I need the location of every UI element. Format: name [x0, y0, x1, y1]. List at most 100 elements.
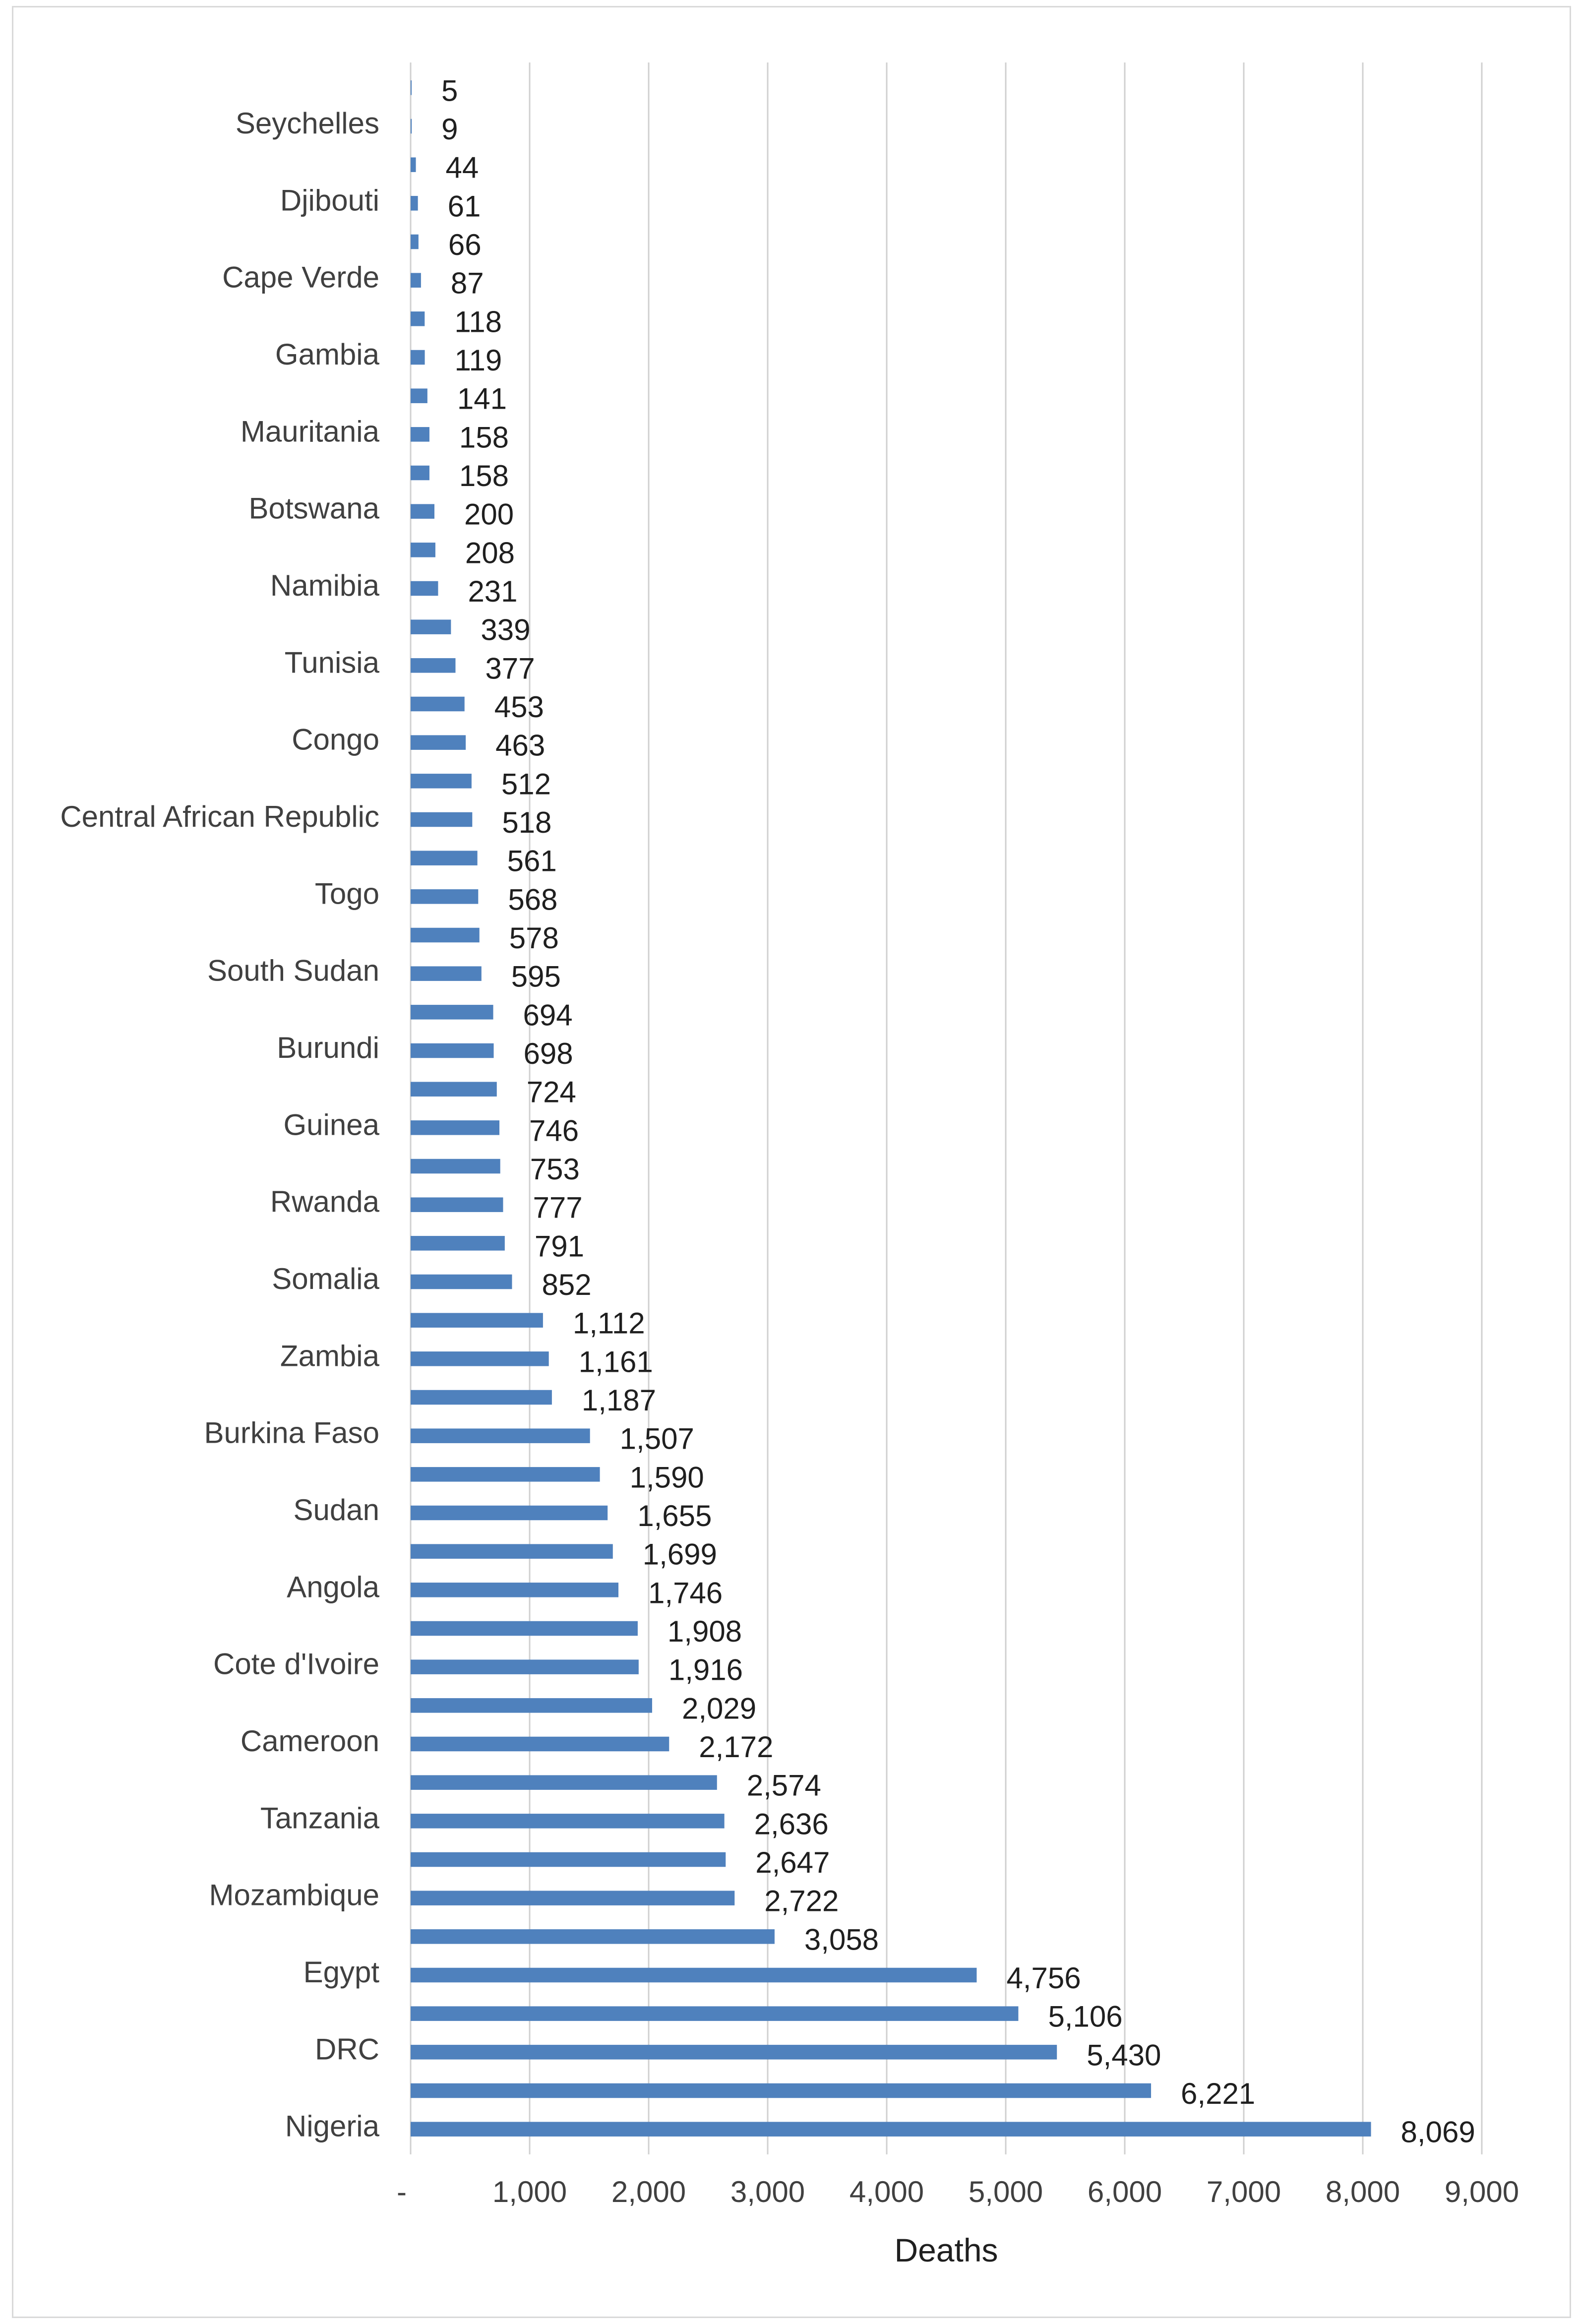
value-label-22: 578 [509, 921, 559, 955]
value-label-9: 158 [459, 421, 509, 454]
value-label-15: 377 [485, 652, 535, 685]
value-label-36: 1,590 [630, 1461, 704, 1494]
bar-32 [411, 1313, 543, 1328]
value-label-39: 1,746 [648, 1576, 723, 1609]
bar-39 [411, 1583, 619, 1597]
bar-34 [411, 1390, 552, 1405]
bar-41 [411, 1659, 639, 1674]
category-label-3: Djibouti [280, 183, 379, 217]
value-label-40: 1,908 [668, 1615, 742, 1648]
value-label-21: 568 [508, 883, 557, 916]
value-label-13: 231 [468, 575, 517, 608]
category-label-43: Cameroon [241, 1724, 379, 1758]
bar-8 [411, 388, 427, 403]
value-label-2: 44 [446, 151, 479, 184]
bar-53 [411, 2122, 1371, 2137]
category-label-33: Zambia [280, 1339, 380, 1372]
bar-40 [411, 1621, 638, 1636]
x-tick-label-2: 2,000 [611, 2175, 686, 2208]
value-label-37: 1,655 [637, 1499, 712, 1532]
value-label-10: 158 [459, 459, 509, 492]
value-label-6: 118 [454, 305, 502, 338]
bar-50 [411, 2006, 1019, 2021]
bar-2 [411, 157, 416, 172]
bar-1 [411, 119, 412, 134]
bar-43 [411, 1736, 669, 1752]
value-label-34: 1,187 [582, 1384, 656, 1417]
bar-23 [411, 966, 482, 981]
bar-4 [411, 234, 419, 249]
bar-48 [411, 1929, 775, 1944]
bar-51 [411, 2045, 1057, 2060]
bar-13 [411, 581, 438, 596]
category-label-41: Cote d'Ivoire [213, 1648, 379, 1681]
x-axis-ticks: - 1,000 2,000 3,000 4,000 5,000 6,000 7,000 8,00… [397, 2175, 1519, 2208]
category-label-19: Central African Republic [60, 800, 379, 833]
bar-16 [411, 696, 465, 712]
bar-18 [411, 774, 472, 789]
category-label-27: Guinea [284, 1108, 380, 1141]
bars [411, 80, 1371, 2137]
value-label-26: 724 [527, 1076, 576, 1109]
bar-15 [411, 658, 456, 673]
bar-37 [411, 1505, 608, 1521]
bar-33 [411, 1351, 549, 1366]
value-label-45: 2,636 [754, 1807, 829, 1840]
value-label-43: 2,172 [699, 1730, 773, 1764]
bar-30 [411, 1236, 505, 1251]
bar-0 [411, 80, 412, 95]
bar-9 [411, 427, 429, 442]
value-label-28: 753 [530, 1153, 580, 1186]
bar-42 [411, 1698, 652, 1713]
value-label-53: 8,069 [1401, 2116, 1475, 2149]
bar-38 [411, 1544, 613, 1559]
deaths-bar-chart: Seychelles Djibouti Cape Verde Gambia Maurit… [60, 62, 1519, 2268]
bar-24 [411, 1005, 493, 1020]
category-label-25: Burundi [277, 1031, 379, 1064]
x-tick-label-7: 7,000 [1207, 2175, 1281, 2208]
bar-31 [411, 1274, 512, 1289]
value-label-20: 561 [507, 845, 557, 878]
value-label-5: 87 [451, 267, 484, 300]
category-labels: Seychelles Djibouti Cape Verde Gambia Maurit… [60, 107, 379, 2143]
category-label-53: Nigeria [285, 2110, 380, 2143]
bar-36 [411, 1467, 600, 1482]
value-label-1: 9 [441, 113, 458, 146]
bar-19 [411, 812, 473, 827]
value-label-44: 2,574 [747, 1769, 821, 1802]
value-label-14: 339 [481, 613, 530, 647]
bar-3 [411, 196, 418, 211]
bar-6 [411, 311, 425, 326]
value-label-52: 6,221 [1181, 2077, 1255, 2110]
value-label-31: 852 [542, 1268, 591, 1301]
value-label-35: 1,507 [620, 1422, 694, 1456]
bar-35 [411, 1428, 590, 1443]
bar-7 [411, 350, 425, 365]
value-label-47: 2,722 [764, 1885, 839, 1918]
value-label-18: 512 [501, 767, 551, 800]
bar-49 [411, 1967, 977, 1983]
category-label-51: DRC [315, 2032, 379, 2066]
category-label-35: Burkina Faso [204, 1416, 380, 1450]
bar-10 [411, 465, 429, 481]
value-labels: 5 9 44 61 66 87 118 119 141 158 158 200 208 231 339 377… [441, 74, 1475, 2148]
bar-25 [411, 1043, 494, 1058]
category-label-31: Somalia [272, 1262, 379, 1295]
bar-28 [411, 1159, 500, 1174]
x-tick-label-8: 8,000 [1326, 2175, 1400, 2208]
bar-27 [411, 1120, 500, 1135]
bar-26 [411, 1082, 497, 1097]
value-label-0: 5 [441, 74, 458, 107]
bar-12 [411, 543, 435, 557]
category-label-15: Tunisia [285, 646, 380, 679]
category-label-17: Congo [292, 723, 379, 756]
x-axis-title: Deaths [894, 2232, 998, 2268]
category-label-11: Botswana [249, 492, 380, 525]
category-label-13: Namibia [270, 569, 380, 602]
bar-29 [411, 1197, 503, 1212]
bar-17 [411, 735, 466, 750]
value-label-7: 119 [455, 344, 502, 377]
bar-14 [411, 619, 451, 634]
x-tick-label-3: 3,000 [730, 2175, 805, 2208]
bar-5 [411, 273, 421, 288]
